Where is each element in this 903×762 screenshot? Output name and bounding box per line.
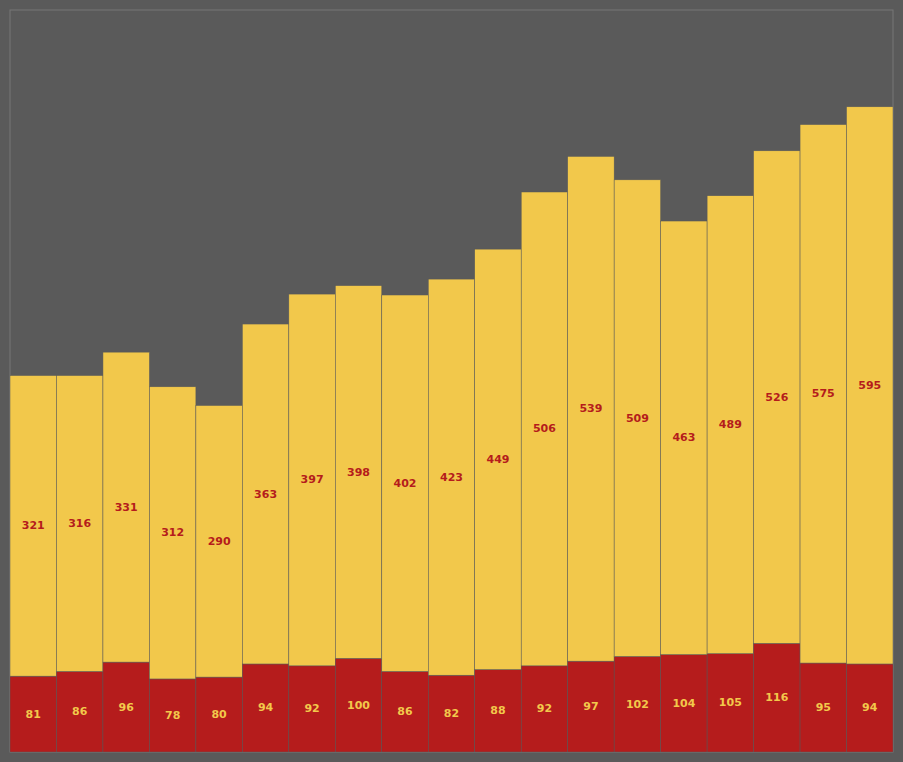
data-label: 81 — [26, 708, 41, 721]
data-label: 82 — [444, 707, 459, 720]
data-label: 321 — [22, 519, 45, 532]
bar-segment — [475, 249, 521, 669]
data-label: 489 — [719, 418, 742, 431]
data-label: 95 — [816, 701, 831, 714]
data-label: 331 — [115, 501, 138, 514]
data-label: 104 — [672, 697, 695, 710]
data-label: 116 — [765, 691, 788, 704]
bar-segment — [149, 387, 195, 679]
bar-segment — [847, 664, 893, 752]
bar-segment — [707, 654, 753, 752]
data-label: 397 — [301, 473, 324, 486]
data-labels: 81 321 86 316 96 331 78 312 80 290 94 363 92 397 100 39… — [22, 379, 881, 722]
data-label: 94 — [862, 701, 878, 714]
bar-segment — [242, 664, 288, 752]
bar-segment — [614, 656, 660, 752]
data-label: 78 — [165, 709, 180, 722]
data-label: 102 — [626, 698, 649, 711]
data-label: 575 — [812, 387, 835, 400]
data-label: 290 — [208, 535, 231, 548]
bar-segment — [800, 663, 846, 752]
bar-segment — [335, 658, 381, 752]
data-label: 97 — [583, 700, 598, 713]
data-label: 92 — [537, 702, 552, 715]
bar-segment — [568, 661, 614, 752]
bar-segment — [614, 180, 660, 657]
data-label: 86 — [397, 705, 413, 718]
bar-segment — [475, 670, 521, 752]
bar-segment — [847, 107, 893, 664]
data-label: 92 — [304, 702, 319, 715]
data-label: 402 — [394, 477, 417, 490]
bar-segment — [242, 324, 288, 664]
bar-segment — [428, 279, 474, 675]
data-label: 312 — [161, 526, 184, 539]
bar-segment — [149, 679, 195, 752]
data-label: 80 — [211, 708, 227, 721]
plot-frame — [10, 10, 893, 752]
bar-segment — [10, 676, 56, 752]
data-label: 509 — [626, 412, 649, 425]
bar-segment — [521, 666, 567, 752]
bar-segment — [289, 294, 335, 666]
data-label: 506 — [533, 422, 556, 435]
bar-segment — [382, 671, 428, 752]
data-label: 449 — [486, 453, 509, 466]
data-label: 94 — [258, 701, 274, 714]
data-label: 316 — [68, 517, 91, 530]
bar-segment — [10, 376, 56, 677]
data-label: 96 — [119, 701, 135, 714]
bar-segment — [754, 643, 800, 752]
bar-segment — [335, 286, 381, 659]
data-label: 88 — [490, 704, 505, 717]
bar-segment — [661, 221, 707, 655]
chart: 81 321 86 316 96 331 78 312 80 290 94 363 92 397 100 39… — [0, 0, 903, 762]
bar-segment — [56, 671, 102, 752]
bar-segment — [568, 156, 614, 661]
bar-segment — [661, 655, 707, 752]
data-label: 105 — [719, 696, 742, 709]
data-label: 463 — [672, 431, 695, 444]
bar-segment — [800, 125, 846, 663]
data-label: 423 — [440, 471, 463, 484]
bars — [10, 107, 893, 752]
data-label: 100 — [347, 699, 370, 712]
data-label: 363 — [254, 488, 277, 501]
data-label: 398 — [347, 466, 370, 479]
data-label: 595 — [858, 379, 881, 392]
bar-segment — [707, 196, 753, 654]
data-label: 539 — [579, 402, 602, 415]
data-label: 86 — [72, 705, 88, 718]
data-label: 526 — [765, 391, 788, 404]
bar-segment — [56, 376, 102, 672]
bar-segment — [428, 675, 474, 752]
bar-segment — [754, 151, 800, 644]
bar-segment — [289, 666, 335, 752]
bar-segment — [521, 192, 567, 666]
bar-segment — [103, 352, 149, 662]
bar-segment — [103, 662, 149, 752]
bar-segment — [196, 677, 242, 752]
bar-segment — [382, 295, 428, 671]
bar-segment — [196, 406, 242, 678]
